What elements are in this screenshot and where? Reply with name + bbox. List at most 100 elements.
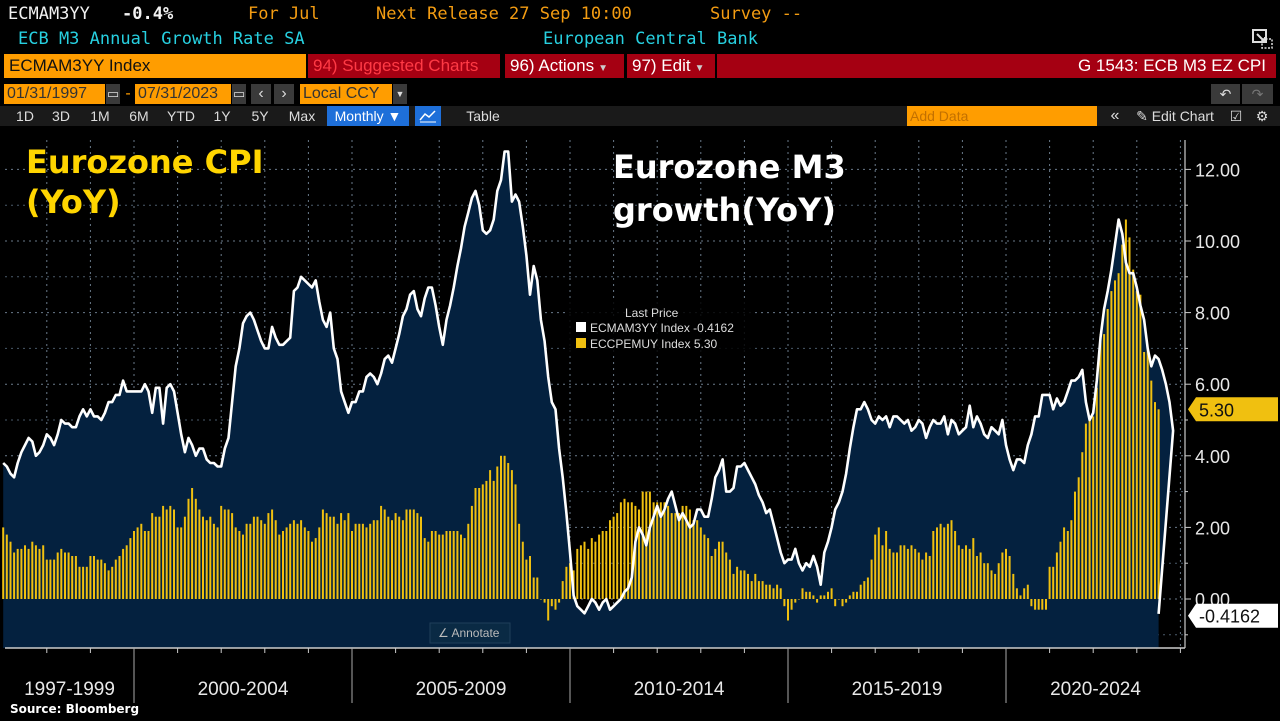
security-input[interactable]: ECMAM3YY Index bbox=[4, 54, 306, 78]
cpi-bar bbox=[252, 516, 255, 599]
range-1m[interactable]: 1M bbox=[90, 108, 110, 124]
cpi-bar bbox=[670, 513, 673, 599]
cpi-bar bbox=[325, 513, 328, 599]
cpi-bar bbox=[234, 527, 237, 599]
y-tick-label: 2.00 bbox=[1195, 518, 1230, 538]
frequency-select[interactable]: Monthly ▼ bbox=[327, 106, 409, 126]
cpi-bar bbox=[616, 513, 619, 599]
undo-icon[interactable]: ↶ bbox=[1211, 84, 1240, 104]
prev-period-button[interactable]: ‹ bbox=[251, 84, 271, 104]
cpi-bar bbox=[16, 548, 19, 599]
next-release: Next Release 27 Sep 10:00 bbox=[376, 4, 632, 24]
cpi-bar bbox=[1066, 531, 1069, 599]
cpi-bar bbox=[111, 566, 114, 599]
cpi-bar bbox=[380, 505, 383, 599]
cpi-bar bbox=[329, 516, 332, 599]
range-5y[interactable]: 5Y bbox=[251, 108, 269, 124]
currency-select[interactable]: Local CCY bbox=[300, 84, 392, 104]
add-data-input[interactable]: Add Data bbox=[907, 106, 1097, 126]
cpi-bar bbox=[518, 523, 521, 599]
cpi-bar bbox=[808, 591, 811, 599]
checklist-icon[interactable]: ☑ bbox=[1229, 108, 1243, 124]
cpi-bar bbox=[827, 591, 829, 599]
gear-icon[interactable]: ⚙ bbox=[1255, 108, 1269, 124]
cpi-bar bbox=[678, 513, 680, 599]
range-1d[interactable]: 1D bbox=[16, 108, 34, 124]
edit-menu[interactable]: 97) Edit ▼ bbox=[627, 54, 715, 78]
range-6m[interactable]: 6M bbox=[129, 108, 149, 124]
annotate-label: ∠ Annotate bbox=[438, 626, 500, 640]
cpi-bar bbox=[5, 534, 8, 599]
cpi-bar bbox=[180, 527, 183, 599]
calendar-icon[interactable]: ▭ bbox=[232, 84, 246, 104]
cpi-bar bbox=[819, 595, 822, 599]
cpi-bar bbox=[136, 527, 139, 599]
cpi-bar bbox=[485, 480, 488, 599]
cpi-bar bbox=[648, 491, 651, 599]
end-date-input[interactable]: 07/31/2023 bbox=[135, 84, 231, 104]
cpi-bar bbox=[165, 509, 168, 599]
cpi-bar bbox=[260, 520, 263, 599]
cpi-bar bbox=[852, 591, 855, 599]
range-max[interactable]: Max bbox=[288, 108, 316, 124]
actions-menu[interactable]: 96) Actions ▼ bbox=[505, 54, 624, 78]
cpi-bar bbox=[271, 509, 274, 599]
cpi-bar bbox=[565, 566, 568, 599]
security-description: ECB M3 Annual Growth Rate SA bbox=[18, 29, 305, 49]
calendar-icon[interactable]: ▭ bbox=[106, 84, 120, 104]
range-1y[interactable]: 1Y bbox=[213, 108, 231, 124]
start-date-input[interactable]: 01/31/1997 bbox=[4, 84, 105, 104]
range-ytd[interactable]: YTD bbox=[167, 108, 195, 124]
line-chart-icon[interactable] bbox=[415, 106, 441, 126]
suggested-charts-button[interactable]: 94) Suggested Charts bbox=[308, 54, 500, 78]
cpi-bar bbox=[1146, 348, 1149, 599]
cpi-bar bbox=[398, 516, 401, 599]
edit-chart-button[interactable]: ✎ Edit Chart bbox=[1130, 106, 1220, 126]
cpi-bar bbox=[129, 538, 132, 599]
cpi-bar bbox=[220, 505, 223, 599]
redo-icon[interactable]: ↷ bbox=[1242, 84, 1273, 104]
m3-line bbox=[2, 150, 1175, 615]
cpi-bar bbox=[53, 559, 56, 599]
m3-area bbox=[3, 151, 1174, 648]
cpi-bar bbox=[765, 584, 768, 599]
cpi-bar bbox=[623, 498, 626, 599]
title-right-line2: growth(YoY) bbox=[613, 191, 836, 229]
chevron-down-icon[interactable]: ▼ bbox=[393, 84, 407, 104]
cpi-bar bbox=[321, 509, 324, 599]
cpi-bar bbox=[921, 559, 924, 599]
cpi-bar bbox=[703, 534, 706, 599]
cpi-bar bbox=[688, 509, 691, 599]
cpi-bar bbox=[445, 531, 448, 599]
cpi-bar bbox=[732, 573, 735, 599]
cpi-bar bbox=[754, 573, 757, 599]
cpi-bar bbox=[42, 545, 45, 599]
cpi-bar bbox=[525, 559, 528, 599]
cpi-bar bbox=[583, 541, 586, 599]
range-3d[interactable]: 3D bbox=[52, 108, 70, 124]
cpi-bar bbox=[173, 509, 175, 599]
popout-icon[interactable] bbox=[1252, 29, 1274, 56]
collapse-icon[interactable]: « bbox=[1110, 107, 1120, 124]
annotate-button[interactable]: ∠ Annotate bbox=[429, 622, 511, 644]
cpi-bar bbox=[140, 523, 143, 599]
next-period-button[interactable]: › bbox=[274, 84, 294, 104]
cpi-bar bbox=[1139, 294, 1142, 599]
cpi-bar bbox=[685, 505, 688, 599]
cpi-bar bbox=[205, 520, 208, 599]
cpi-bar bbox=[536, 577, 539, 599]
table-button[interactable]: Table bbox=[466, 108, 500, 124]
cpi-bar bbox=[361, 523, 364, 599]
last-value-tag bbox=[1188, 397, 1278, 422]
cpi-bar bbox=[401, 520, 404, 599]
cpi-bar bbox=[1135, 291, 1138, 599]
cpi-bar bbox=[510, 470, 513, 599]
y-tick-label: 6.00 bbox=[1195, 375, 1230, 395]
cpi-bar bbox=[652, 502, 655, 599]
cpi-bar bbox=[318, 527, 321, 599]
legend-swatch-m3 bbox=[576, 322, 586, 332]
period: For Jul bbox=[248, 4, 320, 24]
cpi-bar bbox=[975, 556, 978, 599]
cpi-bar bbox=[1059, 541, 1062, 599]
